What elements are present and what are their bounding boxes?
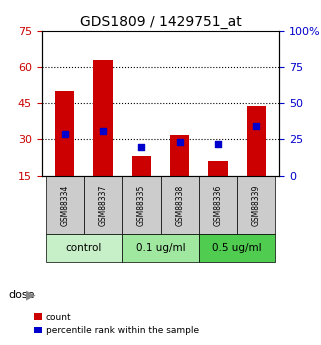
Text: 0.5 ug/ml: 0.5 ug/ml bbox=[212, 243, 262, 253]
Text: GSM88335: GSM88335 bbox=[137, 184, 146, 226]
Point bbox=[177, 139, 182, 145]
Point bbox=[62, 131, 67, 136]
Bar bbox=[199, 176, 237, 235]
Bar bbox=[132, 156, 151, 176]
Text: ▶: ▶ bbox=[26, 288, 36, 302]
Text: dose: dose bbox=[8, 290, 35, 300]
Bar bbox=[122, 235, 199, 262]
Bar bbox=[208, 161, 228, 176]
Bar bbox=[84, 176, 122, 235]
Point bbox=[100, 128, 106, 134]
Text: GSM88339: GSM88339 bbox=[252, 184, 261, 226]
Bar bbox=[199, 235, 275, 262]
Text: GSM88337: GSM88337 bbox=[99, 184, 108, 226]
Text: control: control bbox=[66, 243, 102, 253]
Bar bbox=[46, 176, 84, 235]
Bar bbox=[237, 176, 275, 235]
Bar bbox=[160, 176, 199, 235]
Bar bbox=[247, 106, 266, 176]
Text: GSM88336: GSM88336 bbox=[213, 184, 222, 226]
Bar bbox=[170, 135, 189, 176]
Bar bbox=[46, 235, 122, 262]
Text: GSM88338: GSM88338 bbox=[175, 184, 184, 226]
Text: 0.1 ug/ml: 0.1 ug/ml bbox=[136, 243, 185, 253]
Bar bbox=[93, 60, 113, 176]
Text: GSM88334: GSM88334 bbox=[60, 184, 69, 226]
Bar bbox=[55, 91, 74, 176]
Point bbox=[215, 141, 221, 147]
Point bbox=[139, 144, 144, 149]
Point bbox=[254, 124, 259, 129]
Title: GDS1809 / 1429751_at: GDS1809 / 1429751_at bbox=[80, 14, 241, 29]
Legend: count, percentile rank within the sample: count, percentile rank within the sample bbox=[30, 309, 202, 339]
Bar bbox=[122, 176, 160, 235]
